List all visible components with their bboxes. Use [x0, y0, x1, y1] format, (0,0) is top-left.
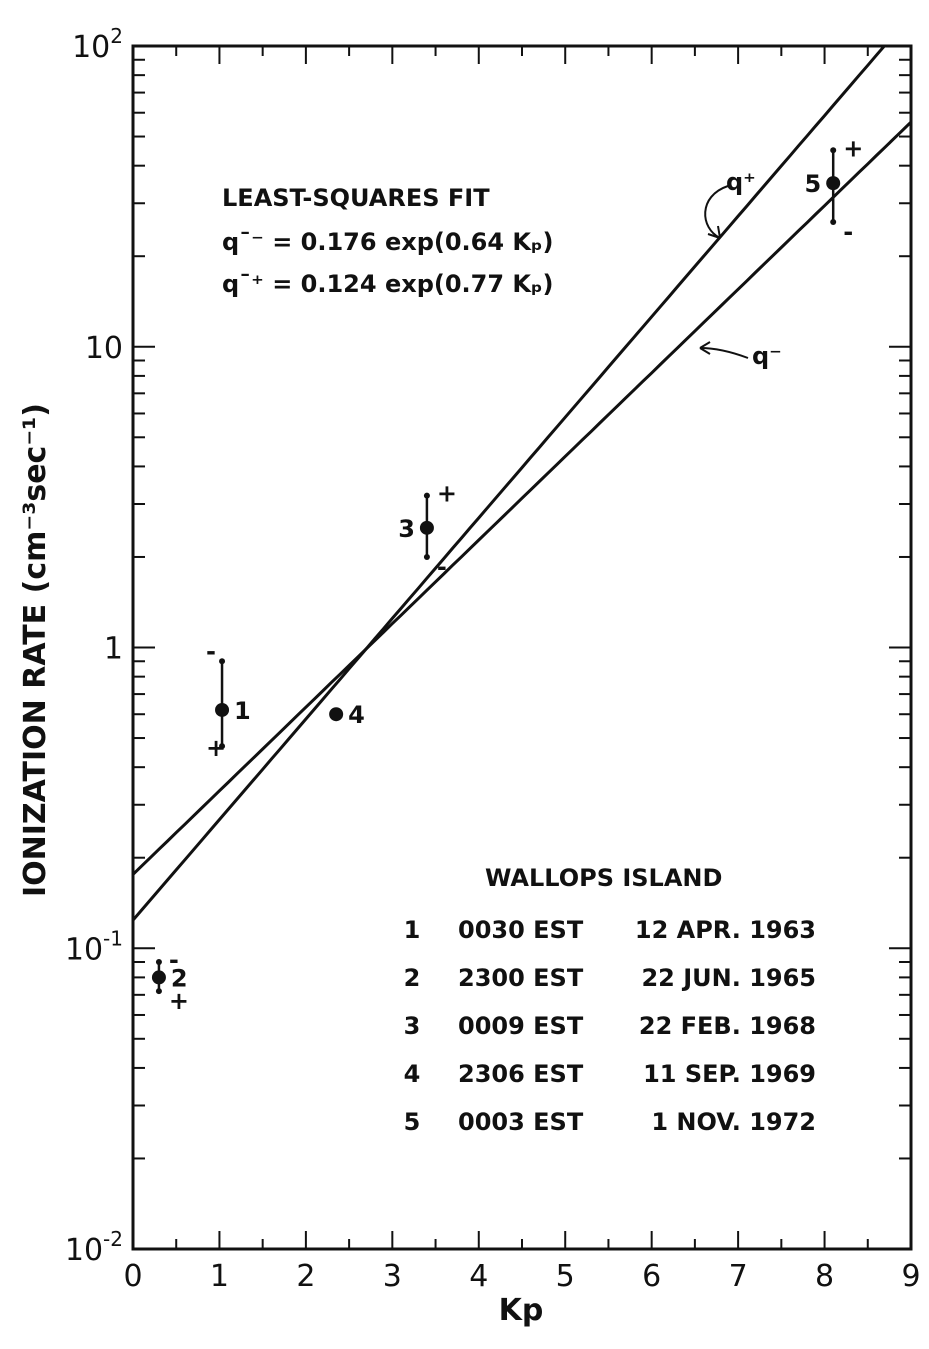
y-tick-label: 10-1 — [65, 926, 123, 967]
data-point — [329, 707, 344, 722]
x-tick-label: 2 — [296, 1259, 315, 1294]
legend-number: 3 — [404, 1012, 421, 1040]
legend-time: 2300 EST — [458, 964, 584, 992]
error-sign: - — [843, 218, 853, 246]
data-point-label: 2 — [171, 964, 188, 992]
error-sign: - — [206, 637, 216, 665]
legend-title: WALLOPS ISLAND — [485, 864, 722, 892]
data-point — [215, 702, 230, 717]
data-point-label: 3 — [398, 515, 415, 543]
error-sign: + — [843, 134, 863, 162]
legend-number: 4 — [404, 1060, 421, 1088]
data-point-label: 5 — [804, 170, 821, 198]
error-bar-cap — [830, 147, 837, 154]
fit-line-q-plus — [133, 46, 887, 922]
legend-number: 1 — [404, 916, 421, 944]
error-bar-cap — [155, 988, 162, 995]
fit-line-label-q-plus: q⁺ — [726, 168, 756, 196]
error-bar-cap — [155, 959, 162, 966]
legend-number: 5 — [404, 1108, 421, 1136]
x-tick-label: 0 — [123, 1259, 142, 1294]
pointer-q-plus — [704, 185, 729, 239]
data-point — [826, 176, 841, 191]
pointer-q-minus — [699, 347, 749, 359]
legend-time: 2306 EST — [458, 1060, 584, 1088]
error-bar-cap — [219, 743, 226, 750]
x-tick-label: 5 — [556, 1259, 575, 1294]
x-tick-label: 7 — [729, 1259, 748, 1294]
legend-date: 1 NOV. 1972 — [651, 1108, 816, 1136]
x-tick-label: 1 — [210, 1259, 229, 1294]
fit-equation-q-plus: q¯⁺ = 0.124 exp(0.77 Kₚ) — [222, 270, 553, 298]
x-tick-label: 6 — [642, 1259, 661, 1294]
pointer-arrow-q-minus — [699, 341, 711, 355]
y-tick-label: 10-2 — [65, 1227, 123, 1268]
x-tick-label: 4 — [469, 1259, 488, 1294]
legend-number: 2 — [404, 964, 421, 992]
error-bar-cap — [423, 492, 430, 499]
legend-time: 0003 EST — [458, 1108, 584, 1136]
y-tick-label: 10 — [85, 331, 123, 366]
x-axis-label: Kp — [499, 1293, 544, 1328]
legend-date: 12 APR. 1963 — [635, 916, 816, 944]
fit-line-label-q-minus: q⁻ — [752, 342, 782, 370]
legend-time: 0009 EST — [458, 1012, 584, 1040]
data-point-label: 4 — [348, 701, 365, 729]
x-tick-label: 3 — [383, 1259, 402, 1294]
error-sign: + — [206, 734, 226, 762]
error-bar-cap — [830, 218, 837, 225]
error-sign: + — [169, 987, 189, 1015]
pointer-arrow-q-plus — [707, 225, 721, 239]
data-point-label: 1 — [234, 697, 251, 725]
fit-line-q-minus — [133, 121, 911, 876]
error-sign: - — [169, 946, 179, 974]
legend-date: 22 FEB. 1968 — [639, 1012, 816, 1040]
data-point — [419, 520, 434, 535]
error-sign: + — [437, 480, 457, 508]
error-bar-cap — [219, 658, 226, 665]
error-sign: - — [437, 553, 447, 581]
fit-title: LEAST-SQUARES FIT — [222, 184, 490, 212]
y-tick-label: 1 — [104, 632, 123, 667]
data-point — [151, 970, 166, 985]
legend-time: 0030 EST — [458, 916, 584, 944]
error-bar-cap — [423, 553, 430, 560]
legend-date: 22 JUN. 1965 — [641, 964, 816, 992]
x-tick-label: 9 — [901, 1259, 920, 1294]
fit-equation-q-minus: q¯⁻ = 0.176 exp(0.64 Kₚ) — [222, 228, 553, 256]
y-tick-label: 102 — [72, 24, 123, 65]
y-axis-label: IONIZATION RATE (cm⁻³sec⁻¹) — [18, 403, 53, 897]
x-tick-label: 8 — [815, 1259, 834, 1294]
legend-date: 11 SEP. 1969 — [643, 1060, 816, 1088]
